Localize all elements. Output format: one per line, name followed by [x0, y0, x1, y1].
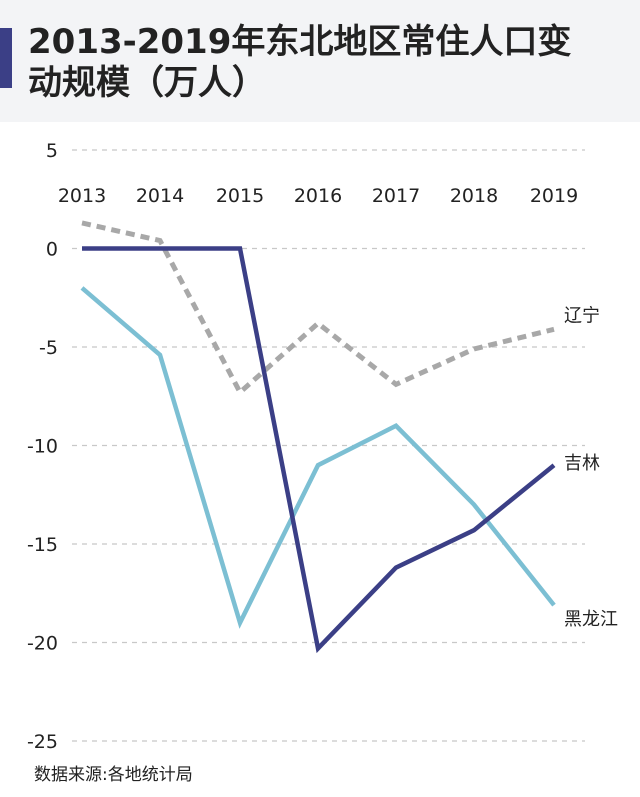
- y-tick-label: -20: [27, 633, 58, 655]
- title-accent-bar: [0, 28, 12, 88]
- chart-panel: [0, 122, 640, 797]
- x-tick-label: 2015: [216, 185, 264, 207]
- series-line-2: [80, 286, 556, 629]
- series-label-1: 吉林: [564, 453, 600, 474]
- x-tick-label: 2019: [530, 185, 578, 207]
- y-tick-label: -10: [27, 436, 58, 458]
- x-axis-ticks: 2013 2014 2015 2016 2017 2018 2019: [58, 185, 578, 207]
- data-source: 数据来源:各地统计局: [34, 765, 193, 785]
- x-tick-label: 2018: [450, 185, 498, 207]
- y-tick-label: 0: [46, 239, 58, 261]
- chart-title: 2013-2019年东北地区常住人口变动规模（万人）: [28, 22, 572, 103]
- series-lines: [80, 220, 556, 654]
- series-line-1: [82, 246, 556, 654]
- y-tick-label: -5: [39, 337, 58, 359]
- series-line-0: [81, 220, 555, 397]
- y-tick-label: -25: [27, 731, 58, 753]
- x-tick-label: 2014: [136, 185, 184, 207]
- series-label-0: 辽宁: [564, 305, 600, 326]
- x-tick-label: 2013: [58, 185, 106, 207]
- series-label-2: 黑龙江: [564, 609, 618, 630]
- y-tick-label: 5: [46, 140, 58, 162]
- x-tick-label: 2016: [294, 185, 342, 207]
- x-tick-label: 2017: [372, 185, 420, 207]
- y-axis-ticks: 5 0 -5 -10 -15 -20 -25: [27, 140, 58, 753]
- y-tick-label: -15: [27, 534, 58, 556]
